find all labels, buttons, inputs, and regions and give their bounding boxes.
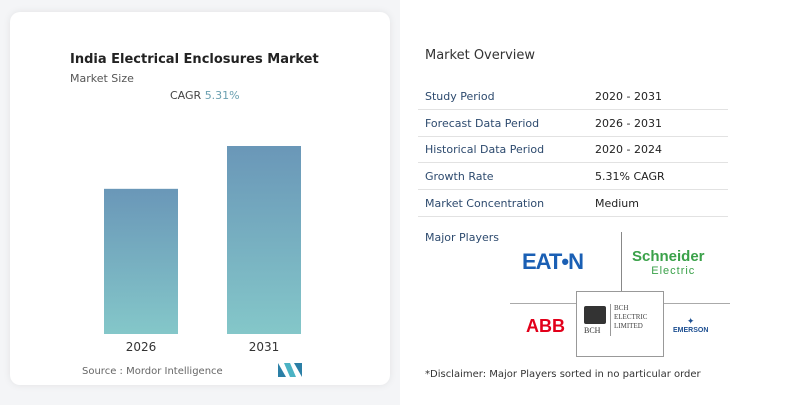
row-value: 2026 - 2031 [595, 116, 662, 130]
schneider-logo: Schneider Electric [632, 248, 705, 277]
cagr-value: 5.31% [204, 89, 240, 102]
abb-logo: ABB [526, 316, 565, 336]
chart-subtitle: Market Size [70, 72, 134, 85]
row-label: Forecast Data Period [425, 116, 540, 130]
chart-title: India Electrical Enclosures Market [70, 52, 319, 67]
row-value: 2020 - 2031 [595, 90, 662, 103]
overview-row: Study Period 2020 - 2031 [418, 84, 728, 110]
electric-text: Electric [651, 265, 696, 277]
bar-2031 [227, 146, 301, 334]
x-tick-label: 2026 [126, 340, 157, 354]
overview-row: Market Concentration Medium [418, 191, 728, 217]
bch-limited-text: LIMITED [614, 322, 643, 330]
row-label: Study Period [425, 90, 495, 103]
x-tick-label: 2031 [249, 340, 280, 354]
row-label: Growth Rate [425, 170, 494, 184]
bch-electric-text: ELECTRIC [614, 313, 648, 321]
emerson-logo: ✦ EMERSON [673, 317, 708, 334]
disclaimer: *Disclaimer: Major Players sorted in no … [425, 369, 701, 380]
major-players-logos: EAT•N Schneider Electric ABB BCH BCH ELE… [510, 232, 730, 357]
major-players-label: Major Players [425, 231, 499, 244]
bar-2026 [104, 188, 178, 334]
cagr-text: CAGR [170, 89, 202, 102]
emerson-mark-icon: ✦ [686, 317, 695, 327]
bar-chart: 2026 2031 [104, 146, 301, 354]
bch-small-text: BCH [584, 326, 601, 335]
schneider-text: Schneider [632, 248, 705, 265]
bch-logo: BCH BCH ELECTRIC LIMITED [584, 304, 660, 344]
overview-row: Forecast Data Period 2026 - 2031 [418, 111, 728, 137]
row-value: 2020 - 2024 [595, 143, 662, 157]
overview-row: Historical Data Period 2020 - 2024 [418, 137, 728, 164]
bch-text: BCH [614, 304, 629, 312]
chart-card [10, 12, 390, 385]
row-value: 5.31% CAGR [595, 170, 665, 184]
overview-row: Growth Rate 5.31% CAGR [418, 164, 728, 191]
cagr-label: CAGR 5.31% [170, 89, 240, 102]
row-label: Market Concentration [425, 196, 545, 210]
row-value: Medium [595, 196, 639, 210]
mordor-logo-icon [278, 363, 302, 377]
emerson-text: EMERSON [673, 327, 709, 334]
source-text: Source : Mordor Intelligence [82, 366, 223, 377]
overview-title: Market Overview [425, 48, 536, 63]
row-label: Historical Data Period [425, 143, 545, 157]
eaton-logo: EAT•N [522, 249, 584, 274]
